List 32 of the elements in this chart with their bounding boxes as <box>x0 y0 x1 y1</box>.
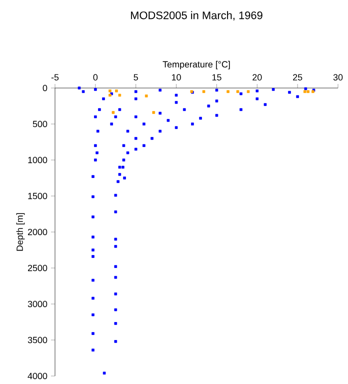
point <box>152 111 156 114</box>
point <box>115 89 118 92</box>
y-tick-label: 3500 <box>28 336 48 344</box>
y-tick-label: 2500 <box>28 264 48 272</box>
x-tick-label: 25 <box>293 74 302 80</box>
x-tick-label: 15 <box>212 74 222 80</box>
point <box>236 90 240 94</box>
y-tick-label: 0 <box>42 84 48 92</box>
y-tick-label: 2000 <box>28 228 48 236</box>
y-tick-label: 4000 <box>28 372 48 380</box>
x-tick-label: 20 <box>252 74 262 80</box>
point <box>226 90 230 94</box>
point <box>246 90 250 94</box>
x-tick-label: -5 <box>51 74 59 80</box>
x-tick-label: 30 <box>333 74 343 80</box>
x-tick-label: 5 <box>134 74 138 80</box>
y-axis-title: Depth [m] <box>16 213 25 251</box>
point <box>202 90 206 94</box>
point <box>118 94 122 97</box>
point <box>144 94 148 98</box>
y-tick-label: 1000 <box>28 156 48 164</box>
y-tick-label: 500 <box>32 120 48 128</box>
point <box>108 89 112 92</box>
x-tick-label: 0 <box>93 74 98 80</box>
y-tick-label: 3000 <box>28 300 48 308</box>
point <box>303 90 306 94</box>
point <box>112 111 115 114</box>
x-axis-title: Temperature [°C] <box>162 60 230 70</box>
chart-title: MODS2005 in March, 1969 <box>131 11 262 21</box>
x-tick-label: 10 <box>172 74 181 80</box>
point <box>306 90 310 94</box>
y-tick-label: 1500 <box>28 192 48 200</box>
